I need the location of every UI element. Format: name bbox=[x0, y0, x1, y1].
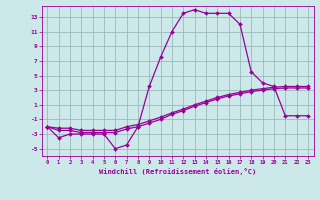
X-axis label: Windchill (Refroidissement éolien,°C): Windchill (Refroidissement éolien,°C) bbox=[99, 168, 256, 175]
